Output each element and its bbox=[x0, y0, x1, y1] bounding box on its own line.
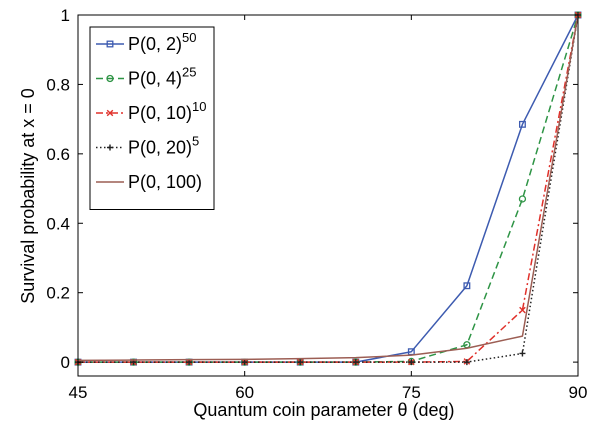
legend-item-p-0-4: P(0, 4)25 bbox=[96, 65, 197, 89]
y-tick-label: 0.4 bbox=[46, 214, 70, 233]
legend-item-p-0-10: P(0, 10)10 bbox=[96, 99, 207, 123]
plot-frame bbox=[77, 14, 579, 377]
data-point bbox=[463, 282, 471, 290]
y-tick-label: 0.2 bbox=[46, 284, 70, 303]
legend-label: P(0, 20)5 bbox=[128, 134, 199, 158]
x-tick-label: 75 bbox=[402, 383, 421, 402]
x-tick-label: 60 bbox=[235, 383, 254, 402]
y-tick-label: 0 bbox=[61, 353, 70, 372]
series-p-0-100 bbox=[77, 14, 579, 362]
data-point bbox=[241, 359, 248, 366]
data-point bbox=[297, 359, 304, 366]
series-line bbox=[78, 14, 579, 363]
y-tick-label: 0.6 bbox=[46, 145, 70, 164]
x-tick-label: 45 bbox=[69, 383, 88, 402]
legend-label: P(0, 2)50 bbox=[128, 30, 197, 54]
y-axis-label: Survival probability at x = 0 bbox=[18, 88, 38, 304]
legend-item-p-0-100: P(0, 100) bbox=[96, 172, 202, 192]
data-point bbox=[408, 359, 415, 366]
legend-label: P(0, 4)25 bbox=[128, 65, 197, 89]
legend-marker bbox=[106, 109, 114, 117]
series-line bbox=[78, 14, 579, 363]
legend-marker bbox=[107, 144, 113, 151]
x-axis-label: Quantum coin parameter θ (deg) bbox=[193, 400, 454, 420]
legend-box bbox=[89, 26, 215, 210]
y-tick-label: 1 bbox=[61, 6, 70, 25]
legend-item-p-0-20: P(0, 20)5 bbox=[96, 134, 199, 158]
data-point bbox=[519, 350, 526, 357]
tick-layer: 45 60 75 90 0 0.2 0.4 0.6 0.8 1 bbox=[46, 6, 587, 402]
data-point bbox=[463, 359, 470, 366]
legend-marker bbox=[106, 40, 114, 48]
series-line bbox=[78, 14, 579, 363]
y-tick-label: 0.8 bbox=[46, 75, 70, 94]
data-point bbox=[518, 120, 526, 128]
legend-label: P(0, 100) bbox=[128, 172, 202, 192]
data-point bbox=[352, 359, 359, 366]
legend: P(0, 2)50 P(0, 4)25 P(0, 10)10 P(0, 20)5 P(0… bbox=[89, 26, 215, 210]
x-tick-label: 90 bbox=[569, 383, 588, 402]
data-point bbox=[519, 306, 526, 314]
series-line bbox=[77, 14, 579, 362]
legend-marker bbox=[106, 74, 114, 83]
legend-label: P(0, 10)10 bbox=[128, 99, 207, 123]
series-layer bbox=[74, 11, 582, 366]
legend-item-p-0-2: P(0, 2)50 bbox=[96, 30, 197, 54]
data-point bbox=[518, 195, 527, 203]
